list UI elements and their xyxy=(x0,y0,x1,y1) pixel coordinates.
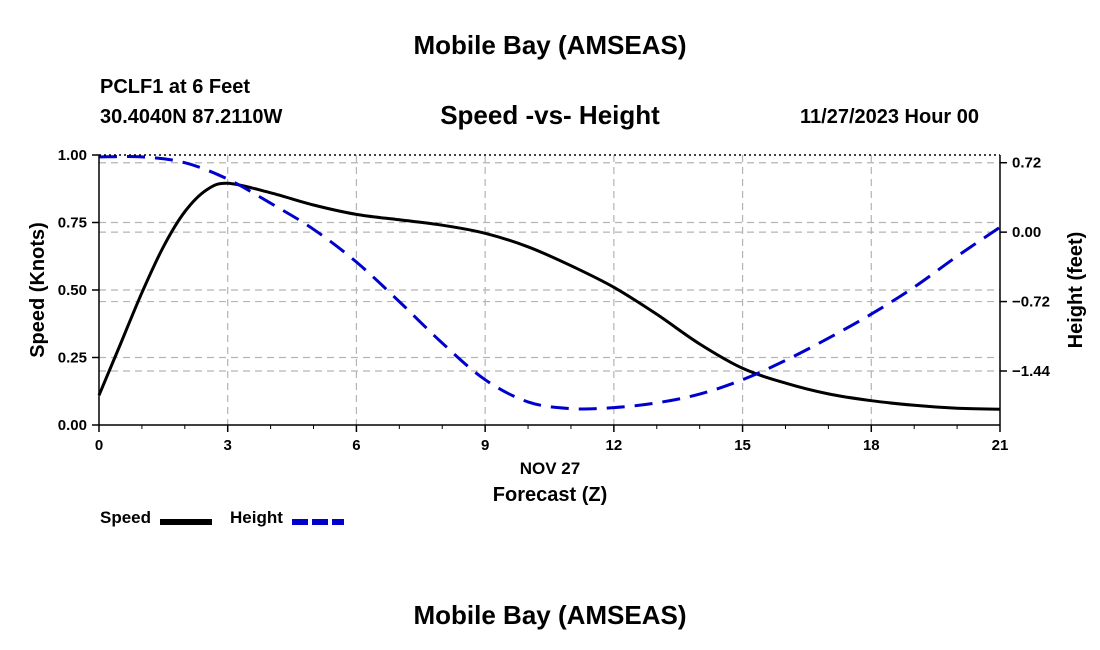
x-axis-date-label: NOV 27 xyxy=(520,459,580,478)
chart-title: Mobile Bay (AMSEAS) xyxy=(413,30,687,60)
x-tick-label-12: 12 xyxy=(606,437,623,454)
legend-item-speed: Speed xyxy=(100,508,270,528)
x-tick-label-6: 6 xyxy=(352,437,360,454)
y-right-tick-label-−0.72: −0.72 xyxy=(1012,294,1050,311)
series-line-speed xyxy=(97,181,1001,411)
y-left-tick-label-0.25: 0.25 xyxy=(58,350,87,367)
y-left-tick-label-0.50: 0.50 xyxy=(58,282,87,299)
y-right-tick-label-−1.44: −1.44 xyxy=(1012,363,1051,380)
legend-label-height: Height xyxy=(230,508,283,527)
y-axis-right-label: Height (feet) xyxy=(1065,232,1087,349)
series-layer xyxy=(97,155,1001,411)
legend-swatch-speed xyxy=(160,519,212,525)
coordinates-label: 30.4040N 87.2110W xyxy=(100,106,283,128)
y-right-tick-label-0.00: 0.00 xyxy=(1012,224,1041,241)
grid-lines xyxy=(99,155,1000,425)
axis-labels: NOV 27 Forecast (Z) Speed (Knots) Height… xyxy=(27,222,1087,506)
legend-item-height: Height xyxy=(230,508,450,528)
x-tick-label-15: 15 xyxy=(734,437,751,454)
x-tick-label-18: 18 xyxy=(863,437,880,454)
x-tick-label-9: 9 xyxy=(481,437,489,454)
axes: 0 3 6 9 12 15 18 21 0.00 0.25 0.50 0.75 1.00 0.72 0.00… xyxy=(58,147,1051,454)
x-tick-label-21: 21 xyxy=(992,437,1009,454)
footer-title: Mobile Bay (AMSEAS) xyxy=(413,600,687,630)
y-left-tick-label-1.00: 1.00 xyxy=(58,147,87,164)
y-right-tick-label-0.72: 0.72 xyxy=(1012,155,1041,172)
x-axis-label: Forecast (Z) xyxy=(493,484,607,506)
series-line-height xyxy=(98,155,1001,411)
forecast-datetime: 11/27/2023 Hour 00 xyxy=(800,106,980,128)
legend-label-speed: Speed xyxy=(100,508,152,527)
x-tick-label-0: 0 xyxy=(95,437,103,454)
y-left-tick-label-0.75: 0.75 xyxy=(58,215,87,232)
legend-swatch-height xyxy=(292,519,344,525)
chart-subtitle: Speed -vs- Height xyxy=(440,100,660,130)
station-label: PCLF1 at 6 Feet xyxy=(100,76,251,98)
x-tick-label-3: 3 xyxy=(224,437,232,454)
y-axis-left-label: Speed (Knots) xyxy=(27,222,49,358)
y-left-tick-label-0.00: 0.00 xyxy=(58,417,87,434)
